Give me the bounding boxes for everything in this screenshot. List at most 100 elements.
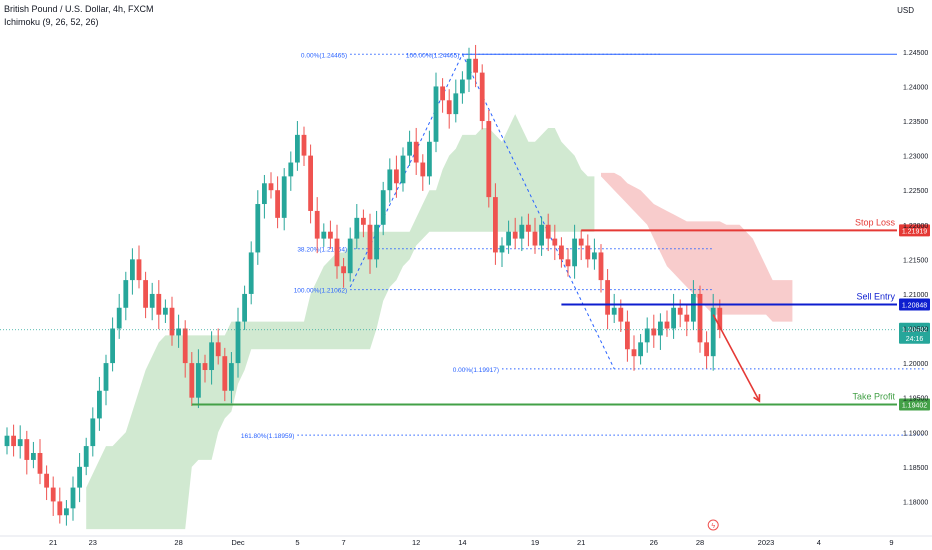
candle-body [149,293,155,308]
price-axis-tick: 1.20000 [903,361,928,368]
candle-body [631,349,637,357]
level-name-label: Stop Loss [855,217,896,227]
candle-body [394,169,399,184]
time-axis-tick: 28 [696,538,704,547]
level-price-tag-text: 1.20848 [902,302,927,309]
candle-body [519,224,525,239]
candle-body [50,487,56,502]
time-axis-tick: 14 [458,538,466,547]
annotations-group: ϟ [707,314,761,531]
candle-body [229,363,234,391]
fib-level-label: 161.80%(1.18959) [241,433,295,440]
candle-body [677,307,683,315]
candle-body [334,238,340,267]
candle-body [427,141,432,177]
candle-body [11,435,16,447]
currency-label: USD [897,6,914,15]
candle-body [671,307,676,329]
candle-body [255,204,261,253]
price-axis-tick: 1.23000 [903,154,928,161]
candle-body [17,439,23,447]
level-name-label: Take Profit [852,391,895,401]
candle-body [460,79,465,94]
candle-body [222,356,228,391]
candles-group [4,44,723,526]
candle-body [268,183,274,191]
bar-countdown: 24:16 [906,336,924,343]
projection-arrow-shaft [712,314,761,402]
candle-body [578,238,584,246]
price-axis-tick: 1.19000 [903,430,928,437]
candle-body [143,280,148,308]
candle-body [308,155,313,211]
candle-body [592,252,597,260]
candle-body [314,210,320,239]
price-axis-tick: 1.20500 [903,327,928,334]
candle-body [506,231,511,246]
fib-level-label: 100.00%(1.21062) [294,288,348,295]
time-axis-group: 21 23 28 Dec 5 7 12 14 19 21 26 28 2023 4 9 [0,535,932,547]
candle-body [539,224,544,246]
candle-body [466,58,472,80]
fibonacci-group: 0.00%(1.24465) 100.00%(1.24465) 38.20%(1.2… [241,52,925,440]
level-price-tag [899,298,930,311]
candle-body [618,307,624,322]
level-price-tag-text: 1.21919 [902,228,927,235]
price-axis-group: 1.24500 1.24000 1.23500 1.23000 1.22500 1.220… [903,50,928,507]
candle-body [189,363,195,398]
candle-body [136,259,142,281]
candle-body [328,231,333,239]
level-name-label: Sell Entry [856,291,895,301]
candle-body [453,93,459,115]
time-axis-tick: 12 [412,538,420,547]
candle-body [70,487,76,509]
candle-body [565,259,571,267]
ichimoku-cloud-bearish [601,172,793,322]
candle-body [651,328,657,336]
candle-body [209,342,214,371]
projection-arrow-head [753,394,761,403]
candle-body [717,307,723,330]
candle-body [123,280,129,308]
time-axis-tick: 5 [295,538,299,547]
candle-body [598,252,604,281]
price-axis-tick: 1.23500 [903,119,928,126]
candle-body [545,224,551,239]
price-axis-tick: 1.21000 [903,292,928,299]
time-axis-tick: 28 [174,538,182,547]
candle-body [44,473,49,488]
candle-body [512,231,518,239]
candle-body [559,245,564,260]
lightning-icon-glyph: ϟ [711,523,715,530]
candle-body [572,238,577,267]
candle-body [37,453,43,474]
candle-body [281,176,287,218]
time-axis-tick: 9 [889,538,893,547]
candle-body [301,134,307,156]
candle-body [479,72,485,122]
candle-body [611,307,617,315]
time-axis-tick: 21 [49,538,57,547]
candle-body [341,266,346,274]
candle-body [169,307,175,336]
candle-body [196,363,201,398]
indicator-legend: Ichimoku (9, 26, 52, 26) [4,17,99,27]
levels-group: Stop Loss 1.21919 Sell Entry 1.20848 Take Pr… [0,217,930,411]
time-axis-tick: 4 [817,538,821,547]
time-axis-tick: 2023 [758,538,775,547]
candle-body [321,231,327,239]
candle-body [499,245,505,253]
candle-body [407,141,412,156]
candle-body [585,245,591,260]
candle-body [242,293,247,322]
candle-body [473,58,478,73]
chart-symbol-title: British Pound / U.S. Dollar, 4h, FXCM [4,4,154,14]
candle-body [295,134,300,163]
candle-body [130,259,135,281]
candle-body [638,342,643,357]
candle-body [163,307,168,315]
candle-body [83,446,89,467]
time-axis-tick: 7 [342,538,346,547]
level-price-tag [899,224,930,237]
